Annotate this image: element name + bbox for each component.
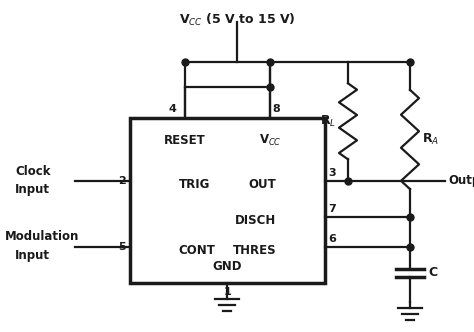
Text: DISCH: DISCH (235, 214, 276, 227)
Text: 1: 1 (224, 287, 231, 297)
Text: Input: Input (15, 183, 50, 196)
Text: C: C (428, 266, 437, 279)
Text: GND: GND (213, 260, 242, 273)
Text: 6: 6 (328, 234, 336, 244)
Bar (130, 118, 325, 283)
Text: Output: Output (448, 174, 474, 187)
Text: THRES: THRES (233, 243, 276, 257)
Text: 2: 2 (118, 176, 126, 186)
Text: 7: 7 (328, 204, 336, 214)
Text: 3: 3 (328, 168, 336, 178)
Text: V$_{CC}$: V$_{CC}$ (259, 132, 282, 147)
Text: CONT: CONT (179, 243, 216, 257)
Text: Input: Input (15, 249, 50, 262)
Text: V$_{CC}$ (5 V to 15 V): V$_{CC}$ (5 V to 15 V) (179, 12, 295, 28)
Text: 4: 4 (169, 104, 177, 114)
Text: TRIG: TRIG (179, 178, 210, 191)
Text: OUT: OUT (248, 178, 276, 191)
Text: Modulation: Modulation (5, 230, 79, 243)
Text: R$_A$: R$_A$ (422, 132, 439, 147)
Text: RESET: RESET (164, 133, 205, 146)
Text: 5: 5 (118, 242, 126, 252)
Text: R$_L$: R$_L$ (320, 114, 336, 129)
Text: Clock: Clock (15, 165, 51, 178)
Text: 8: 8 (273, 104, 280, 114)
